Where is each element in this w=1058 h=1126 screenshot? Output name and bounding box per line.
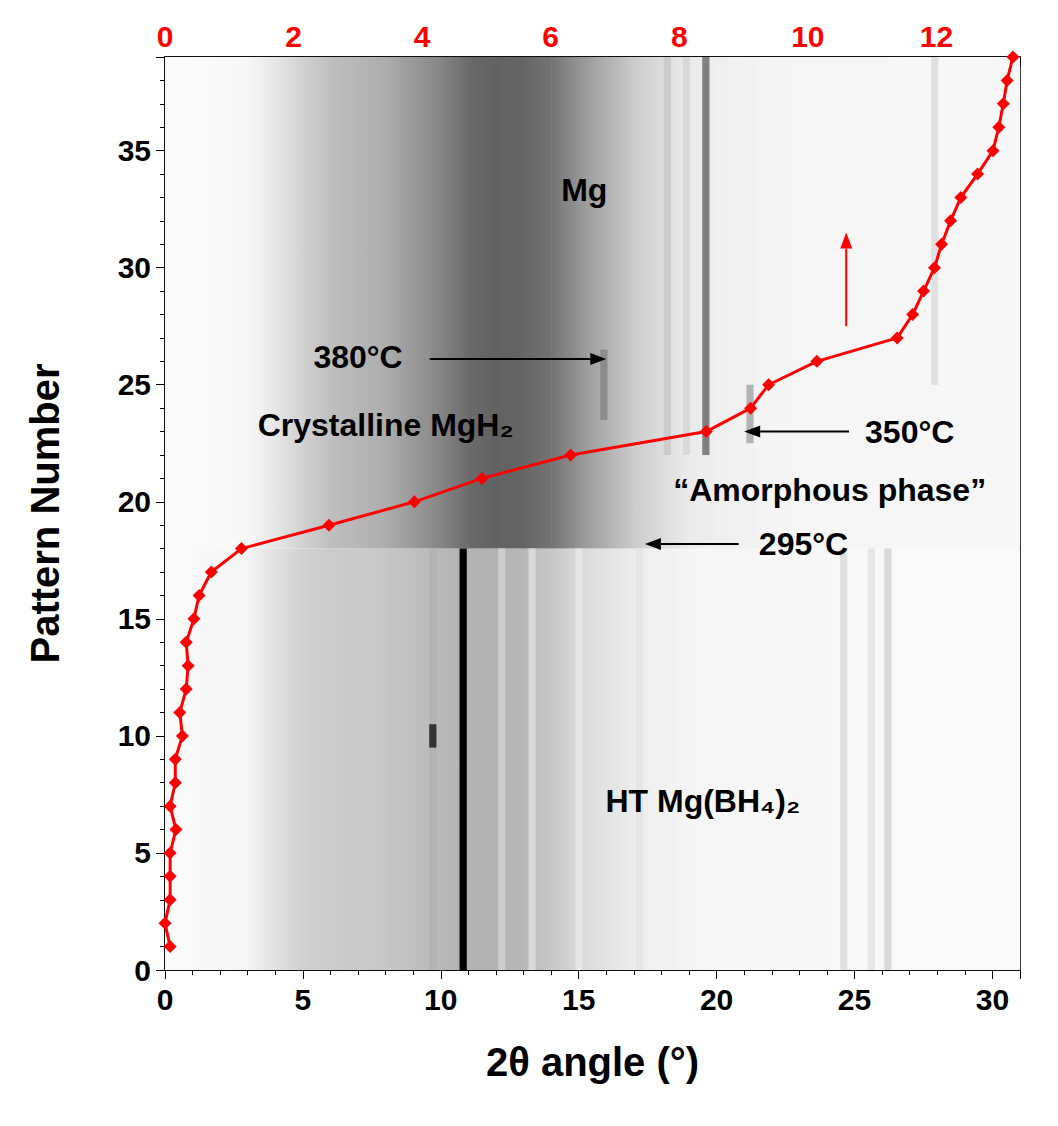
svg-text:10: 10 — [424, 983, 457, 1016]
svg-text:20: 20 — [700, 983, 733, 1016]
svg-text:4: 4 — [414, 20, 431, 53]
svg-text:HT Mg(BH₄)₂: HT Mg(BH₄)₂ — [605, 783, 800, 819]
svg-text:20: 20 — [118, 485, 151, 518]
svg-text:295°C: 295°C — [759, 526, 848, 562]
svg-text:Pattern Number: Pattern Number — [23, 363, 67, 663]
svg-text:12: 12 — [920, 20, 953, 53]
svg-text:0: 0 — [157, 983, 174, 1016]
svg-text:0: 0 — [134, 954, 151, 987]
svg-text:30: 30 — [118, 251, 151, 284]
svg-text:35: 35 — [118, 134, 151, 167]
svg-text:2: 2 — [285, 20, 302, 53]
svg-text:“Amorphous phase”: “Amorphous phase” — [673, 472, 986, 508]
svg-text:10: 10 — [118, 719, 151, 752]
svg-text:5: 5 — [295, 983, 312, 1016]
svg-text:5: 5 — [134, 836, 151, 869]
svg-text:350°C: 350°C — [865, 414, 954, 450]
svg-text:15: 15 — [118, 602, 151, 635]
svg-text:0: 0 — [157, 20, 174, 53]
svg-text:6: 6 — [542, 20, 559, 53]
svg-text:15: 15 — [562, 983, 595, 1016]
svg-text:Crystalline MgH₂: Crystalline MgH₂ — [258, 407, 514, 443]
svg-text:380°C: 380°C — [313, 339, 402, 375]
svg-text:10: 10 — [791, 20, 824, 53]
svg-text:Mg: Mg — [561, 172, 607, 208]
svg-text:30: 30 — [976, 983, 1009, 1016]
svg-text:25: 25 — [838, 983, 871, 1016]
svg-text:25: 25 — [118, 368, 151, 401]
svg-text:2θ angle (°): 2θ angle (°) — [486, 1040, 699, 1084]
svg-text:8: 8 — [671, 20, 688, 53]
